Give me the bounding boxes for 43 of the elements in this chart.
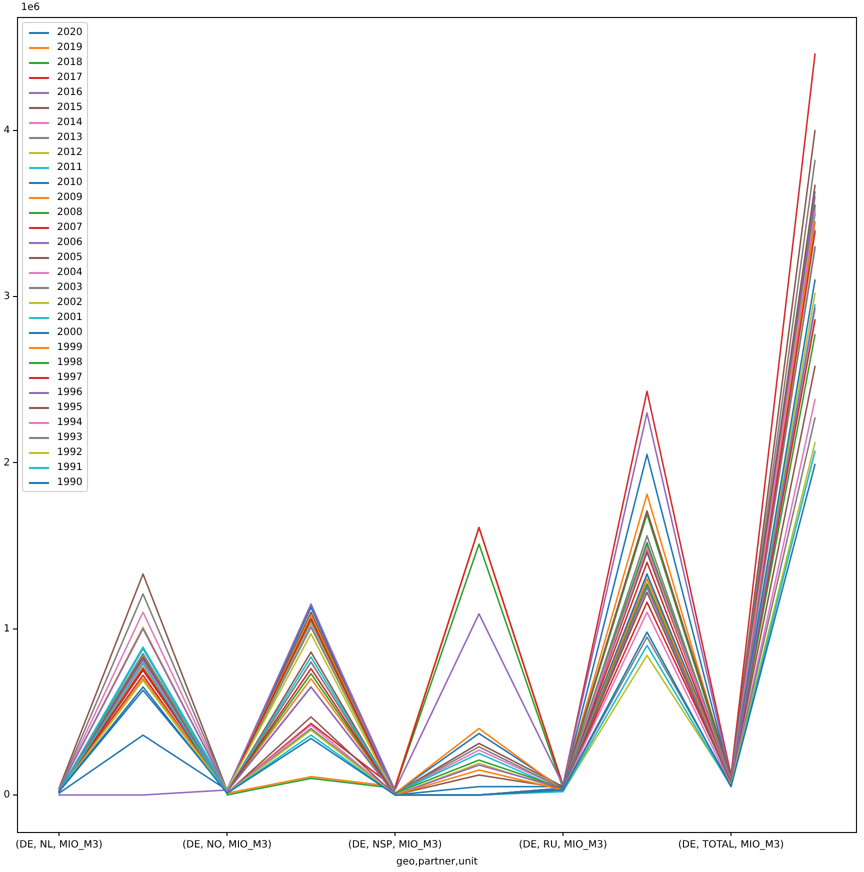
x-tick-label: (DE, NL, MIO_M3) xyxy=(15,840,103,851)
legend-label: 2007 xyxy=(57,222,82,234)
legend-label: 1993 xyxy=(57,432,82,444)
legend-label: 2019 xyxy=(57,42,82,54)
legend-label: 2009 xyxy=(57,192,82,204)
legend-label: 2006 xyxy=(57,236,82,248)
legend-label: 2005 xyxy=(57,252,82,264)
x-tick-label: (DE, NO, MIO_M3) xyxy=(182,840,272,851)
y-tick-label: 3 xyxy=(4,291,10,302)
legend-label: 1999 xyxy=(57,342,82,354)
legend-label: 2004 xyxy=(57,266,82,278)
legend-label: 2010 xyxy=(57,176,82,188)
legend-label: 2008 xyxy=(57,206,82,218)
y-tick-label: 2 xyxy=(4,457,10,468)
y-tick-label: 4 xyxy=(4,125,10,136)
legend-label: 2013 xyxy=(57,132,82,144)
legend-label: 2011 xyxy=(57,162,82,174)
legend-label: 1992 xyxy=(57,446,82,458)
legend-label: 2000 xyxy=(57,326,82,338)
legend-label: 2002 xyxy=(57,296,82,308)
legend-label: 1996 xyxy=(57,386,82,398)
x-axis-title: geo,partner,unit xyxy=(396,856,478,868)
y-tick-label: 1 xyxy=(4,623,10,634)
legend-label: 1998 xyxy=(57,356,82,368)
legend-label: 1991 xyxy=(57,462,82,474)
x-tick-label: (DE, NSP, MIO_M3) xyxy=(348,840,442,851)
legend-label: 2016 xyxy=(57,86,82,98)
legend-label: 1997 xyxy=(57,372,82,384)
legend-label: 1995 xyxy=(57,402,82,414)
legend-label: 2012 xyxy=(57,146,82,158)
legend-label: 2003 xyxy=(57,282,82,294)
legend-label: 2001 xyxy=(57,312,82,324)
legend-label: 2017 xyxy=(57,72,82,84)
legend-label: 1990 xyxy=(57,476,82,488)
legend-label: 2020 xyxy=(57,26,82,38)
text: 1e6 xyxy=(21,2,40,14)
legend-label: 2014 xyxy=(57,116,82,128)
x-tick-label: (DE, RU, MIO_M3) xyxy=(518,840,608,851)
y-tick-label: 0 xyxy=(4,790,10,801)
legend-label: 1994 xyxy=(57,416,82,428)
x-tick-label: (DE, TOTAL, MIO_M3) xyxy=(678,840,784,851)
legend-label: 2015 xyxy=(57,102,82,114)
legend-label: 2018 xyxy=(57,56,82,68)
